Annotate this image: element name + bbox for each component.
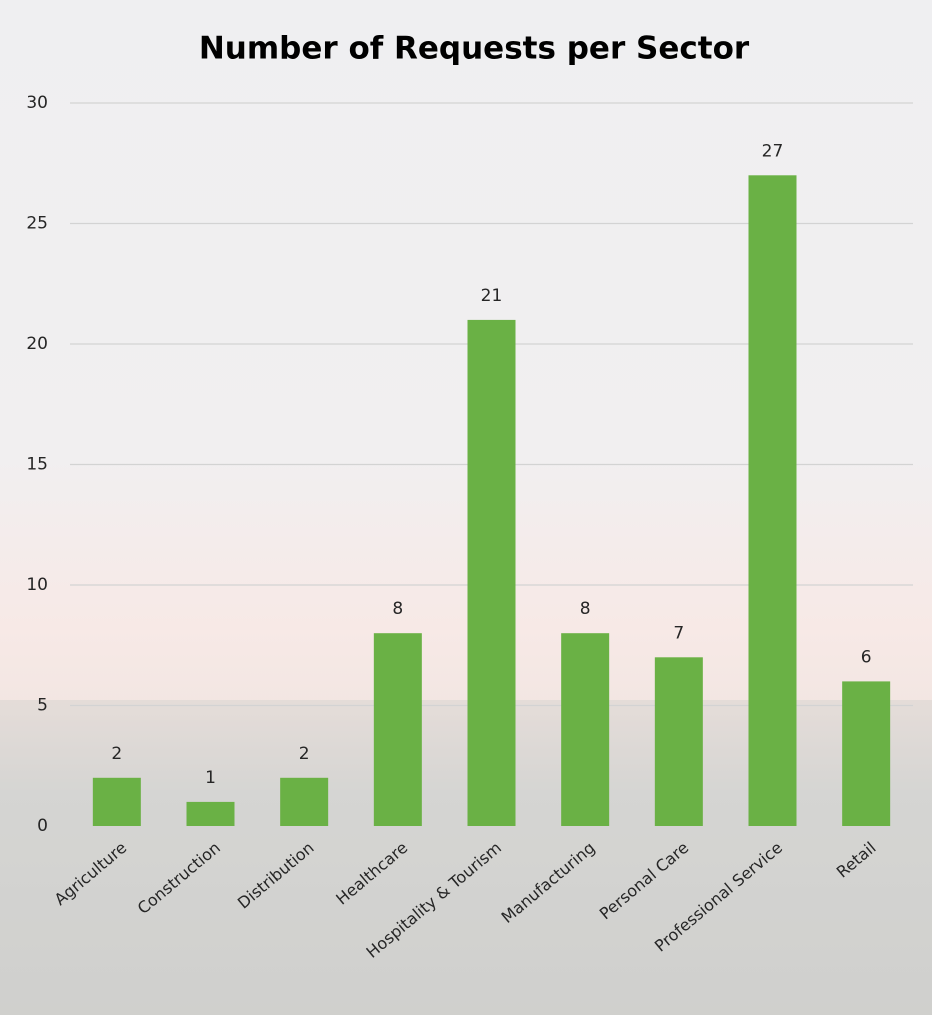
data-label: 2 — [299, 744, 310, 764]
bar — [468, 320, 516, 826]
bar — [93, 778, 141, 826]
y-tick-label: 10 — [26, 575, 48, 595]
data-label: 1 — [205, 768, 216, 788]
data-label: 2 — [111, 744, 122, 764]
page: Number of Requests per Sector 0 5 10 15 20 25… — [0, 0, 932, 1015]
data-label: 6 — [861, 647, 872, 667]
data-label: 21 — [481, 286, 503, 306]
y-tick-label: 0 — [37, 816, 48, 836]
data-label: 8 — [392, 599, 403, 619]
bar — [561, 633, 609, 826]
data-label: 27 — [762, 141, 784, 161]
y-tick-label: 25 — [26, 214, 48, 234]
bar — [842, 681, 890, 826]
chart-title: Number of Requests per Sector — [199, 31, 750, 67]
bar — [187, 802, 235, 826]
bar — [374, 633, 422, 826]
bar — [655, 657, 703, 826]
y-tick-label: 5 — [37, 696, 48, 716]
chart: Number of Requests per Sector 0 5 10 15 20 25… — [0, 0, 932, 1015]
y-tick-label: 15 — [26, 455, 48, 475]
bar — [749, 175, 797, 826]
y-tick-label: 20 — [26, 334, 48, 354]
data-label: 7 — [673, 623, 684, 643]
y-tick-label: 30 — [26, 93, 48, 113]
bar — [280, 778, 328, 826]
data-label: 8 — [580, 599, 591, 619]
